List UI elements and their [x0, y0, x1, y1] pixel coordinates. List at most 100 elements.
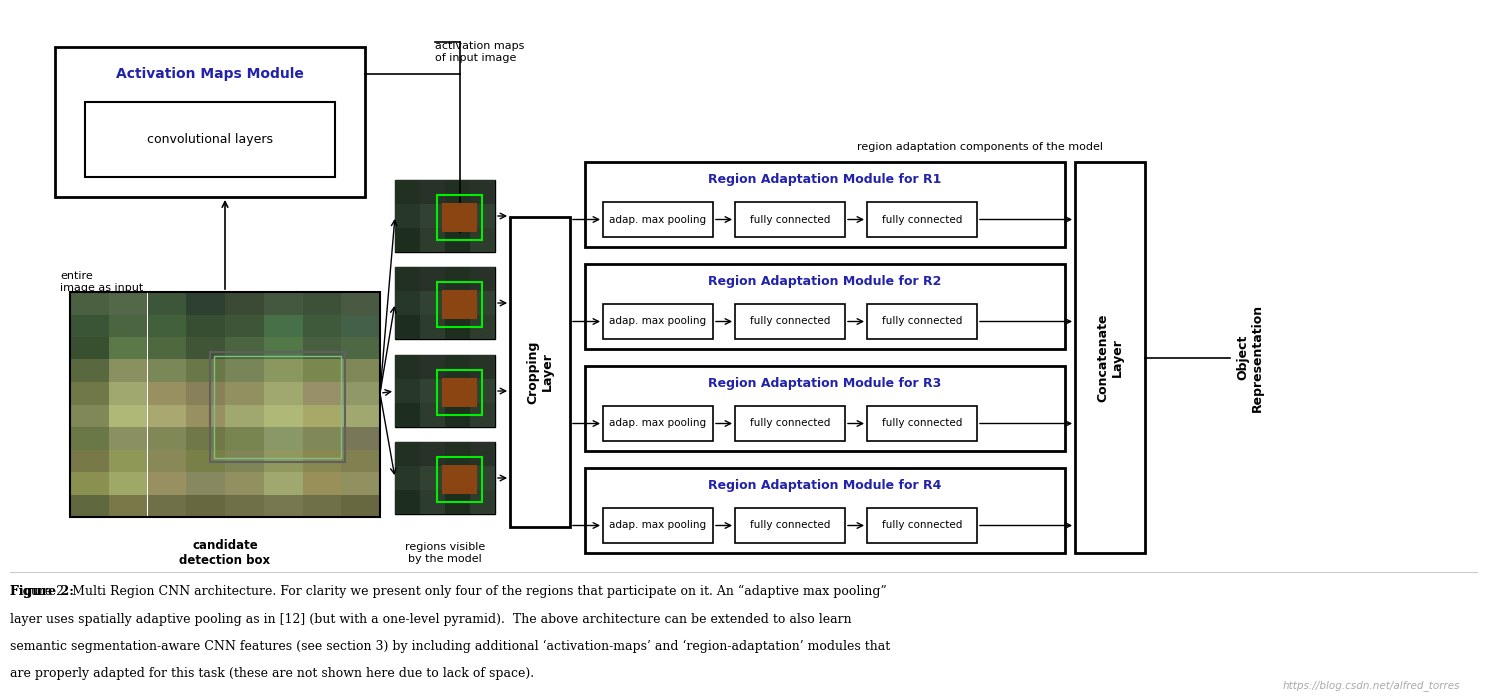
Bar: [210, 352, 345, 462]
Text: candidate
detection box: candidate detection box: [180, 539, 271, 567]
Bar: [186, 427, 225, 450]
Bar: [419, 355, 445, 379]
Bar: [867, 508, 977, 543]
Bar: [396, 379, 419, 403]
Bar: [396, 490, 419, 514]
Bar: [263, 292, 302, 314]
Bar: [186, 404, 225, 427]
Bar: [419, 204, 445, 228]
Text: fully connected: fully connected: [882, 316, 962, 326]
Text: activation maps
of input image: activation maps of input image: [436, 41, 525, 63]
Bar: [445, 291, 470, 315]
Text: fully connected: fully connected: [749, 418, 830, 429]
Bar: [396, 267, 495, 339]
Bar: [867, 304, 977, 339]
Bar: [341, 382, 381, 404]
Bar: [70, 292, 109, 314]
Bar: [470, 204, 495, 228]
Bar: [445, 267, 470, 291]
Text: Cropping
Layer: Cropping Layer: [526, 340, 555, 404]
Bar: [186, 360, 225, 382]
Bar: [604, 202, 712, 237]
Text: region adaptation components of the model: region adaptation components of the mode…: [857, 142, 1103, 152]
Bar: [302, 494, 341, 517]
Bar: [445, 315, 470, 339]
Bar: [445, 180, 470, 204]
Text: Concatenate
Layer: Concatenate Layer: [1096, 313, 1124, 401]
Bar: [735, 406, 845, 441]
Bar: [147, 472, 186, 494]
Bar: [225, 404, 263, 427]
Bar: [867, 406, 977, 441]
Bar: [263, 314, 302, 337]
Bar: [147, 404, 186, 427]
Bar: [263, 337, 302, 360]
Bar: [109, 472, 147, 494]
Bar: [341, 472, 381, 494]
Bar: [442, 465, 477, 494]
Bar: [470, 267, 495, 291]
Text: adap. max pooling: adap. max pooling: [610, 316, 706, 326]
Bar: [510, 217, 570, 527]
Bar: [186, 314, 225, 337]
Bar: [85, 102, 335, 177]
Bar: [263, 472, 302, 494]
Text: Region Adaptation Module for R2: Region Adaptation Module for R2: [708, 275, 941, 289]
Bar: [109, 292, 147, 314]
Bar: [735, 202, 845, 237]
Bar: [263, 427, 302, 450]
Bar: [70, 337, 109, 360]
Bar: [225, 450, 263, 472]
Bar: [445, 442, 470, 466]
Bar: [1075, 162, 1145, 553]
Text: fully connected: fully connected: [882, 215, 962, 224]
Bar: [419, 466, 445, 490]
Bar: [584, 162, 1065, 247]
Bar: [70, 382, 109, 404]
Bar: [442, 378, 477, 407]
Text: layer uses spatially adaptive pooling as in [12] (but with a one-level pyramid).: layer uses spatially adaptive pooling as…: [10, 613, 852, 626]
Bar: [604, 406, 712, 441]
Bar: [302, 314, 341, 337]
Text: Region Adaptation Module for R3: Region Adaptation Module for R3: [708, 378, 941, 390]
Bar: [147, 292, 186, 314]
Bar: [263, 360, 302, 382]
Bar: [147, 314, 186, 337]
Bar: [302, 292, 341, 314]
Text: semantic segmentation-aware CNN features (see section 3) by including additional: semantic segmentation-aware CNN features…: [10, 640, 891, 653]
Bar: [147, 382, 186, 404]
Bar: [867, 202, 977, 237]
Bar: [263, 382, 302, 404]
Bar: [302, 404, 341, 427]
Bar: [437, 195, 482, 240]
Bar: [147, 450, 186, 472]
Bar: [442, 203, 477, 232]
Bar: [263, 404, 302, 427]
Bar: [147, 360, 186, 382]
Text: fully connected: fully connected: [882, 418, 962, 429]
Text: fully connected: fully connected: [749, 215, 830, 224]
Text: fully connected: fully connected: [749, 521, 830, 530]
Bar: [470, 180, 495, 204]
Bar: [109, 337, 147, 360]
Bar: [419, 490, 445, 514]
Bar: [341, 494, 381, 517]
Bar: [445, 355, 470, 379]
Bar: [396, 466, 419, 490]
Bar: [604, 304, 712, 339]
Bar: [70, 404, 109, 427]
Text: Region Adaptation Module for R4: Region Adaptation Module for R4: [708, 480, 941, 493]
Bar: [302, 360, 341, 382]
Bar: [186, 382, 225, 404]
Bar: [735, 304, 845, 339]
Bar: [70, 427, 109, 450]
Bar: [419, 228, 445, 252]
Text: entire
image as input: entire image as input: [59, 271, 143, 293]
Bar: [302, 382, 341, 404]
Text: regions visible
by the model: regions visible by the model: [404, 542, 485, 564]
Bar: [109, 450, 147, 472]
Bar: [109, 382, 147, 404]
Bar: [147, 494, 186, 517]
Text: fully connected: fully connected: [882, 521, 962, 530]
Bar: [419, 442, 445, 466]
